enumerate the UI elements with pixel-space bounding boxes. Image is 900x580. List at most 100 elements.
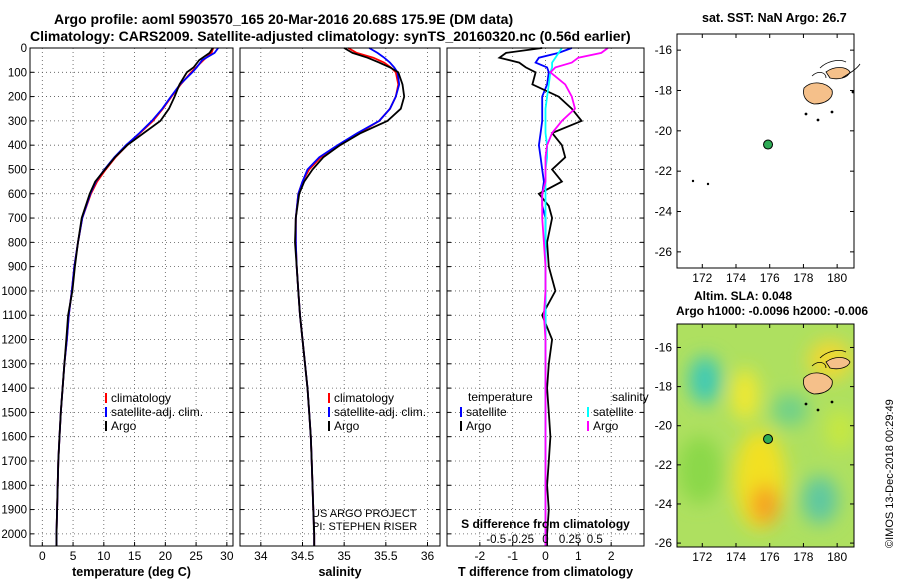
sst-map-ytick-label: -22	[655, 164, 673, 178]
depth-tick-label: 900	[8, 262, 27, 274]
sla-map-ytick-label: -16	[655, 340, 673, 354]
difference-xtick-label: -2	[474, 549, 485, 563]
depth-tick-label: 1200	[1, 335, 27, 347]
temperature-frame	[29, 47, 234, 547]
sla-map-ytick-label: -26	[655, 536, 673, 550]
depth-tick-label: 1700	[1, 456, 27, 468]
depth-tick-label: 1800	[1, 480, 27, 492]
chart-title-line2: Climatology: CARS2009. Satellite-adjuste…	[30, 28, 631, 44]
salinity-frame	[239, 47, 441, 547]
diff-legend-label-left: Argo	[466, 419, 492, 433]
sla-map-xtick-label: 178	[793, 550, 813, 564]
salinity-xtick-label: 34.5	[291, 549, 315, 563]
diff-top-tick-label: -0.5	[486, 534, 506, 546]
depth-tick-label: 600	[8, 189, 27, 201]
chart-title-line1: Argo profile: aoml 5903570_165 20-Mar-20…	[54, 11, 514, 27]
salinity-xlabel: salinity	[318, 565, 361, 579]
temperature-xtick-label: 10	[97, 549, 111, 563]
sst-map-frame	[676, 33, 855, 269]
sst-map-ytick-label: -18	[655, 83, 673, 97]
temperature-xtick-label: 25	[189, 549, 203, 563]
depth-tick-label: 1500	[1, 407, 27, 419]
salinity-xtick-label: 36	[421, 549, 435, 563]
temperature-xtick-label: 20	[159, 549, 173, 563]
sst-map-xtick-label: 172	[692, 271, 712, 285]
difference-xtick-label: 2	[608, 549, 615, 563]
sst-map-title: sat. SST: NaN Argo: 26.7	[702, 11, 847, 25]
sst-map-ytick-label: -26	[655, 245, 673, 259]
diff-legend-title-salinity: salinity	[612, 390, 649, 404]
difference-series-temperature-argo	[497, 47, 584, 546]
difference-series-salinity-argo	[541, 47, 609, 546]
salinity-legend-label: Argo	[334, 419, 360, 433]
depth-tick-label: 500	[8, 164, 27, 176]
diff-legend-label-right: Argo	[593, 419, 619, 433]
depth-tick-label: 700	[8, 213, 27, 225]
diff-top-tick-label: -0.25	[508, 534, 534, 546]
temperature-xtick-label: 30	[220, 549, 234, 563]
sla-map-subtitle: Argo h1000: -0.0096 h2000: -0.006	[676, 304, 869, 318]
depth-tick-label: 1900	[1, 505, 27, 517]
difference-series-temperature-satellite	[534, 47, 573, 546]
sla-map-ytick-label: -18	[655, 380, 673, 394]
depth-tick-label: 2000	[1, 529, 27, 541]
depth-tick-label: 400	[8, 140, 27, 152]
salinity-xtick-label: 34	[254, 549, 268, 563]
diff-legend-label-left: satellite	[466, 405, 507, 419]
sla-map-xtick-label: 172	[692, 550, 712, 564]
diff-top-tick-label: 0	[542, 534, 548, 546]
sst-map-argo-marker	[763, 139, 774, 150]
diff-top-tick-label: 0.5	[587, 534, 603, 546]
sla-map-ytick-label: -20	[655, 419, 673, 433]
temperature-series-satellite-adj-clim-	[55, 47, 219, 546]
depth-tick-label: 1400	[1, 383, 27, 395]
depth-tick-label: 300	[8, 116, 27, 128]
sla-map-ytick-label: -24	[655, 497, 673, 511]
depth-tick-label: 800	[8, 237, 27, 249]
sla-map-xtick-label: 180	[827, 550, 847, 564]
temperature-xtick-label: 5	[70, 549, 77, 563]
diff-legend-title-temperature: temperature	[468, 390, 533, 404]
sst-map-ytick-label: -24	[655, 205, 673, 219]
project-annotation-line1: US ARGO PROJECT	[312, 508, 417, 520]
salinity-legend-label: satellite-adj. clim.	[334, 405, 426, 419]
sst-map-xtick-label: 178	[793, 271, 813, 285]
difference-frame	[446, 47, 645, 547]
sst-map-ytick-label: -20	[655, 124, 673, 138]
depth-tick-label: 100	[8, 67, 27, 79]
sla-map-argo-marker	[763, 434, 774, 445]
diff-top-tick-label: 0.25	[559, 534, 581, 546]
fiji-islands-sla	[803, 350, 851, 412]
salinity-series-argo	[294, 47, 406, 546]
salinity-xtick-label: 35.5	[374, 549, 398, 563]
depth-tick-label: 200	[8, 92, 27, 104]
difference-xtick-label: 0	[542, 549, 549, 563]
temperature-xtick-label: 0	[39, 549, 46, 563]
depth-tick-label: 1600	[1, 432, 27, 444]
sla-map-ytick-label: -22	[655, 458, 673, 472]
salinity-legend-label: climatology	[334, 391, 394, 405]
sst-map-ytick-label: -16	[655, 43, 673, 57]
diff-legend-label-right: satellite	[593, 405, 634, 419]
project-annotation-line2: PI: STEPHEN RISER	[312, 521, 417, 533]
difference-xtick-label: -1	[507, 549, 518, 563]
difference-xtick-label: 1	[575, 549, 582, 563]
temperature-series-argo	[55, 47, 214, 546]
sst-map-xtick-label: 176	[760, 271, 780, 285]
temperature-legend-label: satellite-adj. clim.	[111, 405, 203, 419]
diff-top-label: S difference from climatology	[461, 517, 630, 531]
sst-map-xtick-label: 174	[726, 271, 746, 285]
temperature-legend-label: Argo	[111, 419, 137, 433]
temperature-xlabel: temperature (deg C)	[72, 565, 191, 579]
sst-map-xtick-label: 180	[827, 271, 847, 285]
depth-tick-label: 0	[21, 43, 27, 55]
temperature-xtick-label: 15	[128, 549, 142, 563]
difference-xlabel: T difference from climatology	[458, 565, 633, 579]
sla-map-xtick-label: 174	[726, 550, 746, 564]
depth-tick-label: 1100	[2, 310, 27, 322]
fiji-islands-sst	[691, 60, 861, 186]
temperature-legend-label: climatology	[111, 391, 171, 405]
sla-map-frame	[676, 323, 855, 548]
